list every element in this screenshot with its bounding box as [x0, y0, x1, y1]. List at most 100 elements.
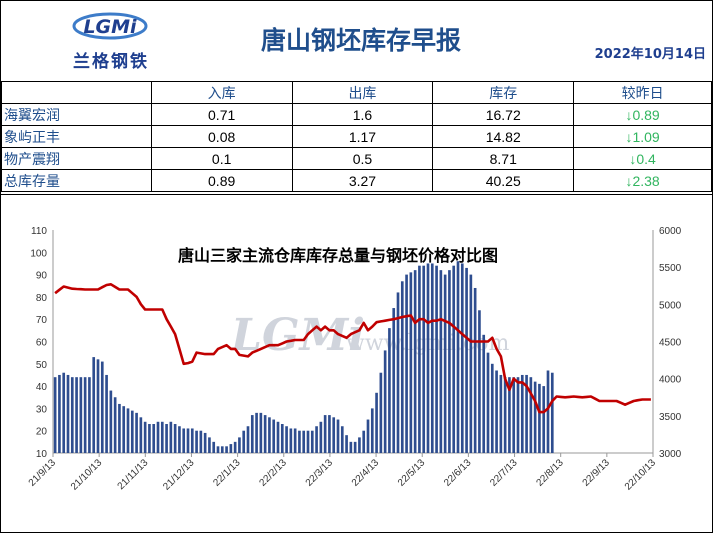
inventory-bar	[152, 424, 156, 453]
y-right-tick-label: 4000	[659, 375, 682, 386]
inventory-bar	[439, 270, 443, 453]
inventory-bar	[143, 421, 147, 453]
inventory-bar	[315, 426, 318, 453]
y-left-tick-label: 20	[36, 427, 48, 438]
table-header-cell: 出库	[291, 81, 434, 104]
inventory-bar	[370, 408, 374, 453]
inventory-bar	[448, 270, 451, 453]
inventory-bar	[83, 377, 87, 453]
inventory-bar	[130, 410, 134, 453]
inventory-bar	[456, 261, 460, 453]
inventory-bar	[199, 430, 203, 453]
inventory-bar	[310, 430, 314, 453]
warehouse-name: 总库存量	[1, 169, 152, 192]
inventory-bar	[263, 415, 267, 453]
y-right-tick-label: 5500	[659, 263, 682, 274]
inventory-bar	[426, 263, 430, 453]
inventory-bar	[358, 437, 361, 453]
inventory-bar	[478, 310, 481, 453]
y-left-tick-label: 60	[36, 338, 48, 349]
y-left-tick-label: 90	[36, 271, 48, 282]
inventory-bar	[289, 428, 293, 453]
inventory-bar	[118, 403, 121, 453]
x-tick-label: 21/12/13	[161, 457, 197, 493]
warehouse-name: 海翼宏润	[1, 103, 152, 126]
inventory-bar	[259, 412, 263, 453]
inventory-bar	[178, 426, 181, 453]
inventory-bar	[306, 430, 310, 453]
inventory-bar	[285, 426, 288, 453]
inventory-bar	[400, 281, 404, 453]
inventory-bar	[298, 430, 301, 453]
inventory-bar	[538, 383, 541, 453]
page-title: 唐山钢坯库存早报	[260, 26, 461, 55]
inventory-bar	[340, 426, 344, 453]
inventory-bar	[122, 406, 126, 453]
inventory-bar	[220, 446, 224, 453]
inventory-bar	[173, 424, 177, 453]
table-row: 海翼宏润 0.71 1.6 16.72 ↓0.89	[1, 103, 712, 126]
inventory-bar	[105, 374, 108, 453]
inventory-bar	[165, 424, 168, 453]
stock-value: 8.71	[432, 147, 575, 170]
inventory-bar	[203, 432, 207, 453]
inventory-bar	[92, 357, 96, 453]
change-value: ↓2.38	[573, 169, 712, 192]
inventory-bar	[516, 377, 520, 453]
inventory-bar	[379, 372, 383, 453]
inventory-bar	[362, 430, 366, 453]
warehouse-name: 象屿正丰	[1, 125, 152, 148]
y-left-tick-label: 10	[36, 449, 48, 460]
inventory-bar	[332, 417, 336, 453]
table-header-cell	[1, 81, 152, 104]
inventory-bar	[396, 292, 400, 453]
inventory-bar	[353, 441, 357, 453]
inventory-bar	[469, 274, 473, 453]
billet-price-line	[54, 283, 651, 414]
inventory-bar	[495, 370, 498, 453]
change-value: ↓1.09	[573, 125, 712, 148]
inventory-bar	[375, 392, 378, 453]
y-left-tick-label: 40	[36, 382, 48, 393]
inventory-bar	[405, 274, 408, 453]
out-value: 0.5	[291, 147, 434, 170]
inventory-bar	[349, 441, 353, 453]
inventory-bar	[96, 359, 100, 453]
inventory-bar	[272, 419, 276, 453]
inventory-bar	[233, 441, 237, 453]
report-header: LGMi 兰格钢铁 唐山钢坯库存早报 2022年10月14日	[1, 1, 712, 82]
warehouse-name: 物产震翔	[1, 147, 152, 170]
y-right-tick-label: 3500	[659, 412, 682, 423]
y-left-tick-label: 110	[31, 226, 47, 237]
inventory-bar	[383, 350, 387, 453]
inventory-bar	[486, 352, 490, 453]
inventory-bar	[508, 377, 511, 453]
y-left-tick-label: 50	[36, 360, 48, 371]
chart-svg: LGMiwww.lgmi.com102030405060708090100110…	[27, 226, 682, 493]
table-header-cell: 较昨日	[573, 81, 712, 104]
inventory-bar	[66, 374, 70, 453]
inventory-bar	[190, 428, 194, 453]
x-tick-label: 22/4/13	[350, 457, 382, 489]
inventory-bar	[345, 435, 348, 453]
table-header-cell: 库存	[432, 81, 575, 104]
stock-value: 14.82	[432, 125, 575, 148]
x-tick-label: 21/9/13	[27, 457, 59, 489]
y-right-tick-label: 3000	[659, 449, 682, 460]
inventory-bar	[62, 372, 66, 453]
y-left-tick-label: 30	[36, 404, 48, 415]
inventory-bar	[319, 421, 323, 453]
inventory-bar	[293, 428, 297, 453]
inventory-bar	[169, 421, 173, 453]
inventory-bar	[75, 377, 78, 453]
report-date: 2022年10月14日	[594, 47, 706, 62]
logo-badge-text: LGMi	[83, 16, 137, 38]
inventory-bar	[255, 412, 258, 453]
x-tick-label: 22/2/13	[258, 457, 290, 489]
x-tick-label: 22/6/13	[442, 457, 474, 489]
inventory-bar	[435, 265, 438, 453]
inventory-bar	[499, 374, 503, 453]
inventory-bar	[109, 390, 113, 453]
inventory-bar	[139, 417, 143, 453]
